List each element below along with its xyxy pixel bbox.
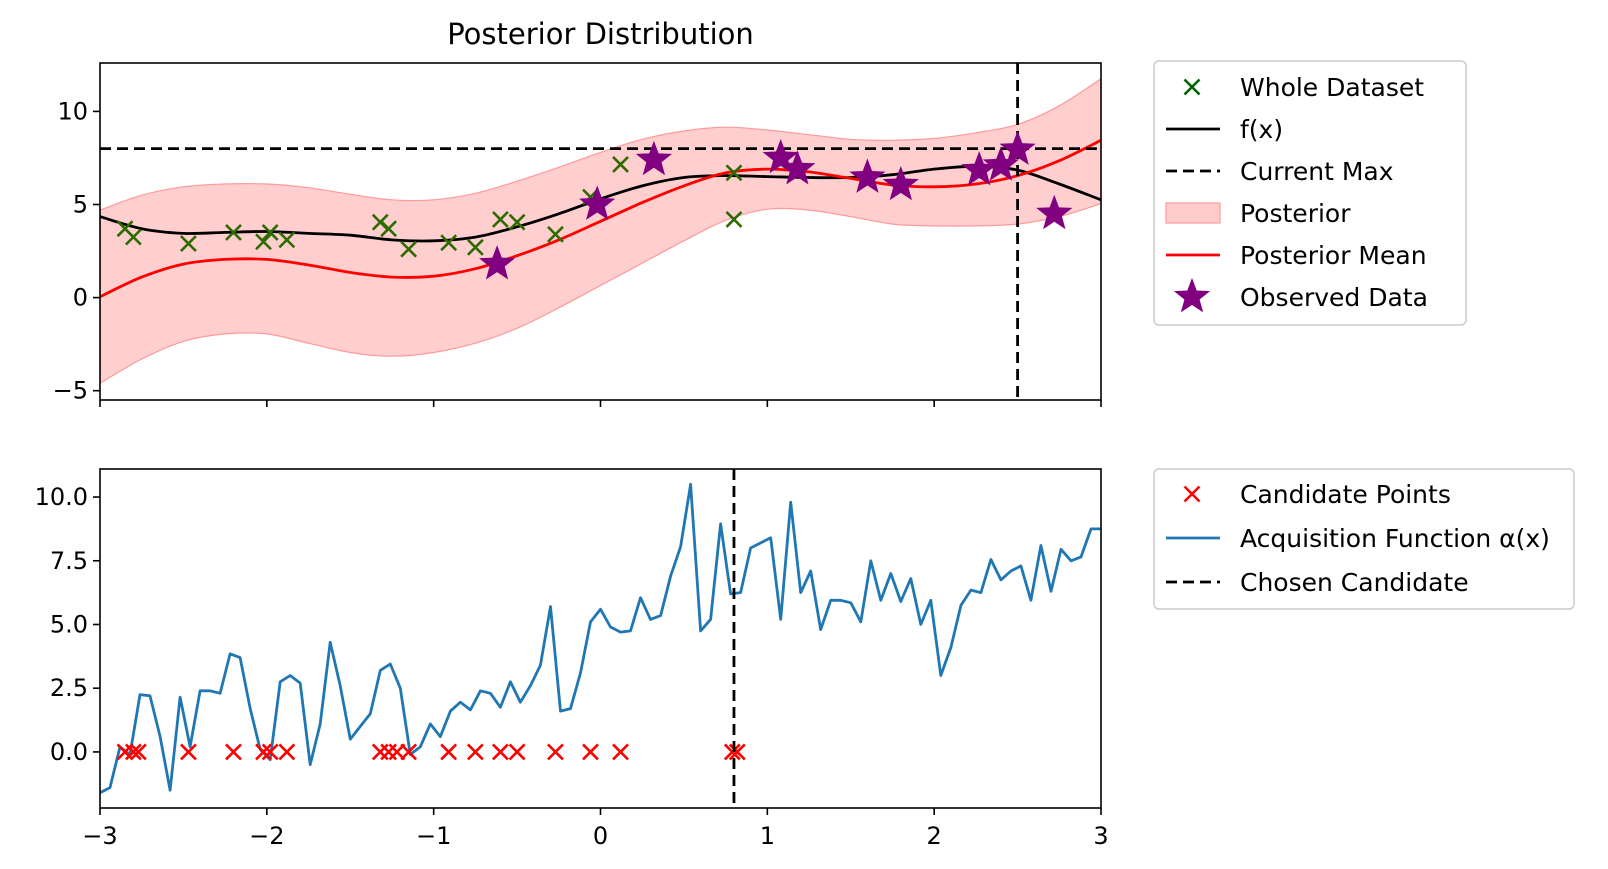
- x-tick-label: −1: [416, 822, 451, 850]
- whole-dataset-point: [380, 220, 398, 238]
- x-tick-label: 2: [927, 822, 942, 850]
- observed-data-point: [579, 185, 616, 220]
- whole-dataset-point: [255, 233, 272, 251]
- plot-area: [100, 469, 1101, 808]
- y-tick-label: 0.0: [50, 738, 88, 766]
- observed-data-point: [999, 130, 1036, 165]
- y-tick-label: −5: [53, 377, 88, 405]
- candidate-point: [129, 743, 147, 761]
- observed-data-point: [849, 158, 886, 193]
- legend-frame: [1153, 468, 1575, 610]
- acquisition-line: [100, 482, 1101, 794]
- whole-dataset-point: [725, 210, 743, 228]
- candidate-point: [508, 743, 526, 761]
- candidate-point: [440, 743, 458, 761]
- plot-area: [100, 63, 1101, 400]
- whole-dataset-point: [725, 164, 743, 182]
- whole-dataset-point: [508, 213, 526, 231]
- candidate-point: [225, 743, 242, 761]
- posterior-panel: −5 0 5 10 Posterior Distribution: [53, 17, 1102, 407]
- posterior-mean-line: [100, 139, 1101, 298]
- legend-label: Posterior: [1240, 199, 1351, 228]
- x-tick-label: −2: [249, 822, 284, 850]
- legend-handle-star-icon: [1173, 278, 1211, 313]
- axes-frame: [99, 62, 1102, 401]
- whole-dataset-point: [400, 240, 418, 258]
- y-tick-label: 2.5: [50, 674, 88, 702]
- whole-dataset-point: [225, 224, 242, 241]
- x-tick-label: 1: [760, 822, 775, 850]
- y-tick-label: 7.5: [50, 547, 88, 575]
- y-tick-label: 10: [57, 97, 88, 125]
- candidate-point: [491, 743, 509, 761]
- legend-handle-x-icon: [1183, 78, 1201, 96]
- whole-dataset-point: [466, 238, 484, 256]
- candidate-point: [612, 743, 629, 761]
- candidate-point: [255, 743, 272, 761]
- y-tick-label: 0: [73, 284, 88, 312]
- posterior-legend: Whole Dataset f(x) Current Max Posterior Pos…: [1153, 60, 1467, 326]
- acquisition-panel: 0.0 2.5 5.0 7.5 10.0 −3 −2 −1 0 1 2 3: [35, 468, 1109, 850]
- candidate-point: [547, 743, 564, 761]
- legend-label: Whole Dataset: [1240, 73, 1424, 102]
- legend-label: Candidate Points: [1240, 480, 1451, 509]
- posterior-band: [100, 78, 1101, 384]
- observed-data-point: [961, 151, 998, 186]
- y-tick-label: 5: [73, 191, 88, 219]
- legend-label: Current Max: [1240, 157, 1394, 186]
- acquisition-legend: Candidate Points Acquisition Function α(x…: [1153, 468, 1575, 610]
- legend-label: Posterior Mean: [1240, 241, 1427, 270]
- candidate-point: [723, 743, 741, 761]
- observed-data-point: [635, 140, 672, 176]
- candidate-point: [371, 743, 389, 761]
- candidate-point: [400, 743, 418, 761]
- candidate-point: [124, 743, 142, 761]
- chart-title: Posterior Distribution: [447, 17, 754, 51]
- whole-dataset-point: [491, 210, 509, 228]
- y-tick-label: 10.0: [35, 483, 88, 511]
- candidate-point: [728, 743, 746, 761]
- observed-data-point: [1036, 194, 1073, 230]
- observed-data-point: [762, 139, 799, 174]
- x-tick-label: −3: [82, 822, 117, 850]
- legend-frame: [1153, 60, 1467, 326]
- whole-dataset-point: [261, 224, 279, 241]
- x-tick-label: 3: [1093, 822, 1108, 850]
- whole-dataset-point: [547, 225, 564, 243]
- legend-handle-patch: [1165, 202, 1221, 224]
- candidate-point: [466, 743, 484, 761]
- legend-handle-x-icon: [1183, 485, 1201, 503]
- candidate-point: [278, 743, 296, 761]
- observed-data-point: [882, 166, 919, 201]
- whole-dataset-point: [180, 235, 197, 253]
- observed-data-point: [479, 245, 516, 280]
- candidate-point: [582, 743, 599, 761]
- y-tick-label: 5.0: [50, 610, 88, 638]
- axes-frame: [99, 468, 1102, 809]
- candidate-point: [180, 743, 197, 761]
- legend-label: Acquisition Function α(x): [1240, 524, 1550, 553]
- candidate-point: [380, 743, 398, 761]
- whole-dataset-point: [278, 231, 296, 249]
- whole-dataset-point: [440, 234, 458, 252]
- x-tick-label: 0: [593, 822, 608, 850]
- legend-label: f(x): [1240, 115, 1283, 144]
- legend-label: Observed Data: [1240, 283, 1428, 312]
- observed-data-point: [982, 146, 1019, 181]
- observed-data-point: [779, 150, 816, 185]
- legend-label: Chosen Candidate: [1240, 568, 1469, 597]
- whole-dataset-point: [124, 228, 142, 246]
- whole-dataset-point: [612, 156, 629, 173]
- candidate-point: [261, 743, 279, 761]
